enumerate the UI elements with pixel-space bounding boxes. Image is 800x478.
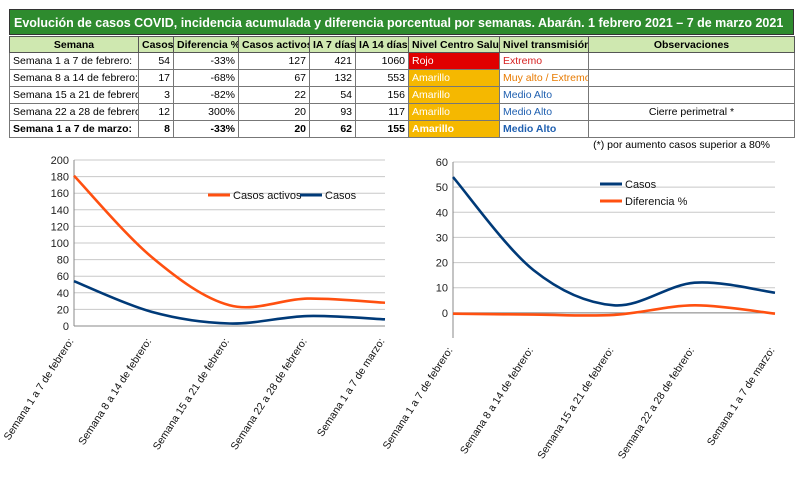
cell-nivel-cs: Amarillo [408,103,500,121]
x-tick-label: Semana 1 a 7 de marzo: [315,336,388,439]
footnote: (*) por aumento casos superior a 80% [593,139,770,151]
x-tick-label: Semana 8 a 14 de febrero: [458,345,536,456]
column-header: Nivel transmisión [499,36,589,53]
series-line [452,176,776,307]
table-row: Semana 1 a 7 de febrero: 54 -33% 127 421 1060… [9,52,795,70]
cell-activos: 20 [238,120,310,138]
y-tick-label: 40 [436,207,448,219]
x-tick-label: Semana 22 a 28 de febrero: [616,345,697,461]
column-header: Casos activos [238,36,310,53]
y-tick-label: 120 [51,221,69,233]
x-tick-label: Semana 1 a 7 de marzo: [705,345,778,448]
y-tick-label: 40 [57,288,69,300]
table-header-row: Semana Casos Diferencia % Casos activos IA 7… [9,36,795,53]
column-header: Diferencia % [173,36,239,53]
x-tick-label: Semana 1 a 7 de febrero: [381,345,456,451]
covid-table: Semana Casos Diferencia % Casos activos IA 7… [9,36,795,138]
y-tick-label: 60 [57,271,69,283]
y-tick-label: 20 [436,258,448,270]
y-tick-label: 100 [51,238,69,250]
cell-diferencia: -33% [173,120,239,138]
column-header: Casos [138,36,174,53]
y-tick-label: 140 [51,205,69,217]
y-tick-label: 60 [436,157,448,169]
x-tick-label: Semana 1 a 7 de febrero: [2,336,77,442]
cell-nivel-tr: Medio Alto [499,120,589,138]
y-tick-label: 200 [51,155,69,167]
cell-ia7: 132 [309,69,356,87]
cell-semana: Semana 1 a 7 de marzo: [9,120,139,138]
x-tick-label: Semana 15 a 21 de febrero: [151,336,232,452]
x-tick-label: Semana 8 a 14 de febrero: [76,336,154,447]
cell-nivel-tr: Muy alto / Extremo [499,69,589,87]
cell-nivel-tr: Extremo [499,52,589,70]
series-line [73,174,386,309]
y-tick-label: 0 [442,308,448,320]
y-tick-label: 80 [57,255,69,267]
y-tick-label: 0 [63,321,69,333]
column-header: IA 14 días [355,36,409,53]
legend-label: Casos [325,190,357,202]
table-row: Semana 1 a 7 de marzo: 8 -33% 20 62 155 Amaril… [9,120,795,138]
x-tick-label: Semana 15 a 21 de febrero: [535,345,616,461]
y-tick-label: 20 [57,304,69,316]
legend-label: Casos activos [233,190,302,202]
series-line [452,304,776,317]
cell-nivel-tr: Medio Alto [499,103,589,121]
column-header: Nivel Centro Salud [408,36,500,53]
y-tick-label: 30 [436,232,448,244]
legend-label: Diferencia % [625,196,688,208]
cell-ia14: 553 [355,69,409,87]
y-tick-label: 10 [436,283,448,295]
y-tick-label: 50 [436,182,448,194]
legend-label: Casos [625,179,657,191]
cell-ia7: 62 [309,120,356,138]
cell-nivel-cs: Amarillo [408,86,500,104]
series-line [73,279,386,325]
x-tick-label: Semana 22 a 28 de febrero: [228,336,309,452]
column-header: Observaciones [588,36,795,53]
column-header: IA 7 días [309,36,356,53]
cell-ia14: 155 [355,120,409,138]
cell-obs [588,120,795,138]
y-tick-label: 180 [51,172,69,184]
table-title: Evolución de casos COVID, incidencia acu… [9,9,794,35]
y-tick-label: 160 [51,188,69,200]
